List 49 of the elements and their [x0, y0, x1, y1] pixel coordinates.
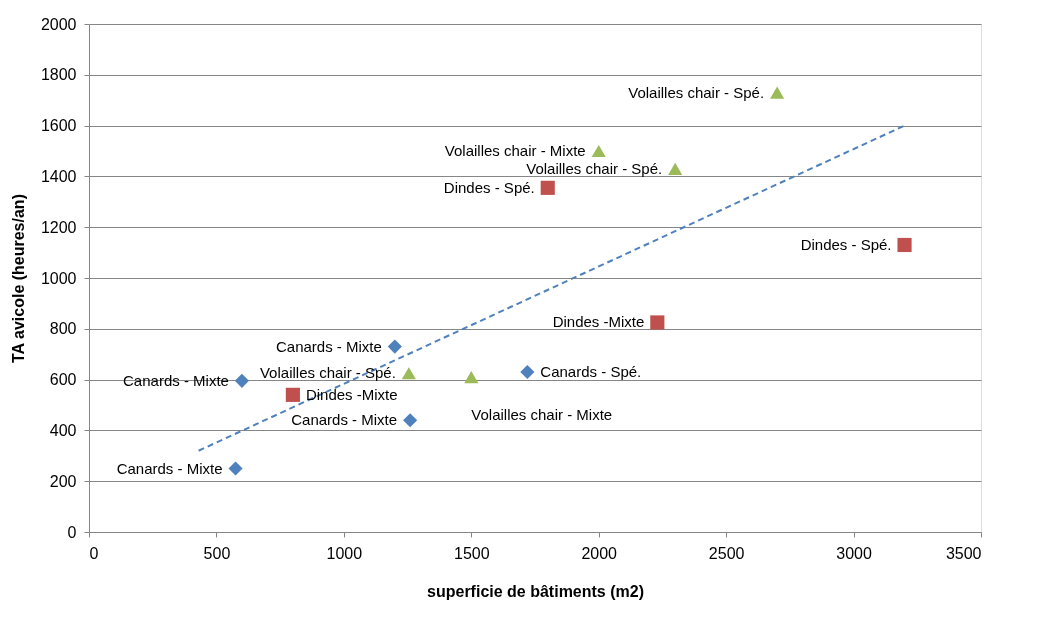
- x-tick-label: 1000: [326, 544, 363, 562]
- data-label: Canards - Spé.: [540, 362, 642, 380]
- point: [285, 387, 300, 402]
- point: [403, 413, 418, 428]
- x-axis-title: superficie de bâtiments (m2): [427, 582, 644, 600]
- x-tick-label: 0: [89, 544, 99, 562]
- point: [668, 162, 683, 175]
- point: [234, 373, 249, 388]
- data-label: Canards - Mixte: [291, 411, 398, 429]
- y-tick-label: 0: [67, 523, 77, 541]
- data-label: Volailles chair - Mixte: [471, 406, 613, 424]
- y-tick-label: 400: [49, 421, 77, 439]
- data-label: Canards - Mixte: [123, 371, 229, 389]
- y-tick-label: 800: [49, 320, 77, 338]
- point: [540, 180, 555, 195]
- y-tick-label: 1800: [40, 66, 77, 84]
- point: [591, 144, 606, 158]
- point: [401, 367, 416, 380]
- x-tick-label: 2500: [708, 544, 745, 562]
- y-tick-label: 1600: [40, 117, 77, 135]
- y-tick-label: 600: [49, 371, 77, 389]
- y-tick-label: 2000: [40, 15, 77, 33]
- data-label: Canards - Mixte: [116, 459, 223, 477]
- data-label: Dindes -Mixte: [305, 385, 398, 403]
- point: [228, 461, 243, 476]
- x-tick-label: 3000: [836, 544, 872, 562]
- point: [897, 237, 912, 253]
- data-label: Dindes - Spé.: [800, 235, 892, 253]
- data-label: Canards - Mixte: [275, 337, 382, 355]
- point: [650, 315, 665, 330]
- point: [770, 86, 785, 99]
- data-label: Dindes -Mixte: [552, 313, 645, 331]
- x-tick-label: 1500: [453, 544, 490, 562]
- data-label: Dindes - Spé.: [443, 178, 535, 196]
- x-tick-label: 2000: [581, 544, 618, 562]
- y-tick-label: 1000: [40, 269, 77, 287]
- data-label: Volailles chair - Spé.: [628, 83, 765, 101]
- y-tick-label: 1200: [40, 218, 77, 236]
- data-label: Volailles chair - Spé.: [526, 159, 663, 177]
- x-tick-label: 3500: [945, 544, 982, 562]
- point: [520, 364, 535, 380]
- x-tick-label: 500: [203, 544, 231, 562]
- data-label: Volailles chair - Spé.: [259, 364, 396, 382]
- y-tick-label: 200: [49, 472, 77, 490]
- data-label: Volailles chair - Mixte: [444, 142, 586, 159]
- point: [464, 370, 479, 384]
- point: [387, 339, 402, 354]
- y-tick-label: 1400: [40, 167, 77, 185]
- y-axis-title: TA avicole (heures/an): [9, 194, 27, 363]
